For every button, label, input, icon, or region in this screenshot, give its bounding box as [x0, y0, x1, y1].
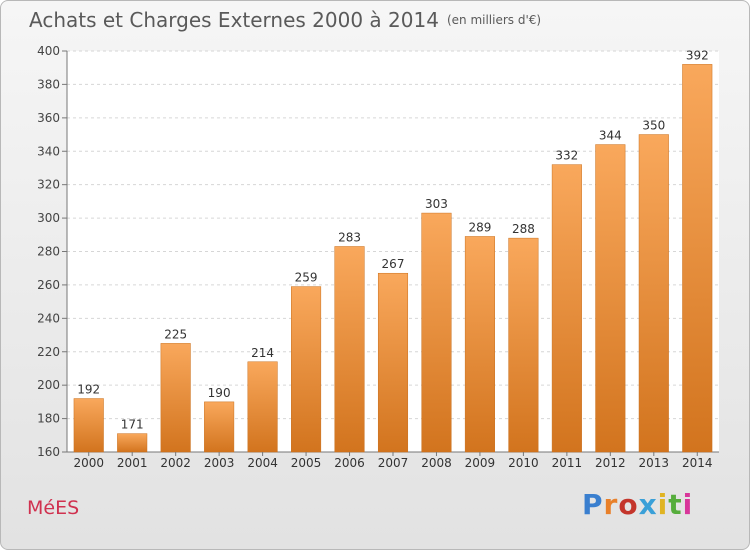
- data-label-2001: 171: [121, 418, 144, 432]
- bar-2003: [204, 401, 235, 453]
- data-label-2006: 283: [338, 230, 361, 244]
- data-label-2002: 225: [164, 327, 187, 341]
- x-tick-label-2012: 2012: [595, 456, 626, 470]
- y-tick-label: 160: [37, 445, 60, 459]
- logo-letter: o: [618, 488, 639, 521]
- data-label-2005: 259: [295, 271, 318, 285]
- x-tick-label-2014: 2014: [682, 456, 713, 470]
- x-tick-label-2007: 2007: [378, 456, 409, 470]
- logo-letter: t: [668, 488, 683, 521]
- bar-2013: [638, 134, 669, 453]
- bar-2007: [377, 272, 409, 453]
- data-label-2004: 214: [251, 346, 274, 360]
- x-tick-label-2005: 2005: [291, 456, 322, 470]
- data-label-2010: 288: [512, 222, 535, 236]
- bar-2000: [73, 398, 104, 453]
- y-tick-label: 380: [37, 77, 60, 91]
- x-tick-label-2008: 2008: [421, 456, 452, 470]
- y-tick-label: 260: [37, 278, 60, 292]
- x-tick-label-2000: 2000: [73, 456, 104, 470]
- x-tick-label-2004: 2004: [247, 456, 278, 470]
- y-tick-label: 200: [37, 378, 60, 392]
- bar-2006: [334, 246, 365, 453]
- bar-2004: [247, 361, 278, 453]
- bar-2012: [595, 144, 626, 453]
- bar-2008: [421, 212, 452, 453]
- y-tick-label: 220: [37, 345, 60, 359]
- data-label-2014: 392: [686, 48, 709, 62]
- bar-2011: [551, 164, 582, 453]
- data-label-2012: 344: [599, 129, 622, 143]
- data-label-2003: 190: [208, 386, 231, 400]
- data-label-2008: 303: [425, 197, 448, 211]
- data-label-2007: 267: [382, 257, 405, 271]
- y-tick-label: 240: [37, 311, 60, 325]
- y-tick-label: 320: [37, 178, 60, 192]
- proxiti-logo: Proxiti: [582, 488, 693, 521]
- x-tick-label-2013: 2013: [639, 456, 670, 470]
- data-label-2013: 350: [642, 119, 665, 133]
- x-tick-label-2006: 2006: [334, 456, 365, 470]
- bar-2010: [508, 237, 539, 453]
- y-tick-label: 280: [37, 245, 60, 259]
- x-tick-label-2001: 2001: [117, 456, 148, 470]
- bar-2001: [117, 433, 148, 453]
- x-tick-label-2002: 2002: [160, 456, 191, 470]
- title-text: Achats et Charges Externes 2000 à 2014: [29, 8, 439, 32]
- x-tick-label-2010: 2010: [508, 456, 539, 470]
- x-tick-label-2009: 2009: [465, 456, 496, 470]
- bar-2002: [160, 343, 191, 453]
- data-label-2011: 332: [555, 149, 578, 163]
- y-tick-label: 340: [37, 144, 60, 158]
- logo-letter: P: [582, 488, 604, 521]
- x-tick-label-2011: 2011: [552, 456, 583, 470]
- data-label-2000: 192: [77, 383, 100, 397]
- logo-letter: r: [603, 488, 619, 521]
- y-tick-label: 180: [37, 412, 60, 426]
- bar-2005: [291, 286, 322, 453]
- y-tick-label: 400: [37, 44, 60, 58]
- chart-subtitle: (en milliers d'€): [446, 13, 542, 27]
- logo-letter: i: [657, 488, 669, 521]
- logo-letter: x: [638, 488, 658, 521]
- x-tick-label-2003: 2003: [204, 456, 235, 470]
- chart-title: Achats et Charges Externes 2000 à 2014 (e…: [29, 8, 541, 32]
- commune-name: MéES: [27, 497, 80, 519]
- data-label-2009: 289: [468, 220, 491, 234]
- logo-letter: i: [682, 488, 694, 521]
- y-tick-label: 300: [37, 211, 60, 225]
- bar-2009: [464, 236, 495, 453]
- bar-2014: [682, 64, 713, 453]
- y-tick-label: 360: [37, 111, 60, 125]
